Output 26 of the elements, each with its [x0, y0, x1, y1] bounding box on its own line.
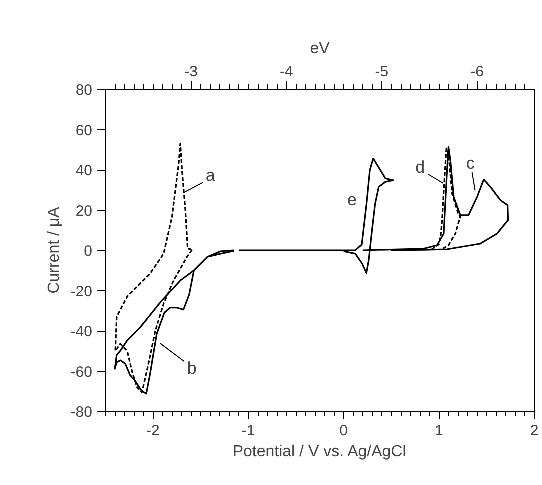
- y-tick-label: -40: [70, 324, 93, 340]
- x2-axis-title: eV: [310, 40, 330, 58]
- y-tick-label: 0: [84, 243, 92, 260]
- x2-tick-label: -6: [470, 64, 484, 80]
- x-tick-label: 1: [434, 422, 444, 440]
- annotation: a: [206, 166, 216, 185]
- x-tick-label: -1: [242, 422, 256, 440]
- y-tick-label: 60: [76, 122, 93, 140]
- y-tick-label: -80: [70, 404, 93, 421]
- annotation: b: [187, 358, 197, 378]
- x-tick-label: -2: [146, 422, 160, 440]
- x2-tick-label: -5: [375, 64, 389, 80]
- y-tick-label: -60: [70, 364, 93, 381]
- annotation: d: [416, 158, 426, 177]
- x2-tick-label: -4: [280, 64, 294, 80]
- annotation: e: [347, 190, 357, 210]
- y-axis-title: Current / μA: [46, 206, 63, 294]
- y-tick-label: -20: [70, 283, 93, 300]
- y-tick-label: 40: [76, 162, 93, 180]
- x-axis-title: Potential / V vs. Ag/AgCl: [232, 444, 406, 460]
- x2-tick-label: -3: [184, 64, 198, 80]
- x-tick-label: 0: [340, 422, 348, 440]
- x-tick-label: 2: [530, 422, 539, 440]
- y-tick-label: 80: [76, 82, 93, 99]
- y-tick-label: 20: [76, 202, 93, 220]
- annotation: c: [466, 154, 476, 174]
